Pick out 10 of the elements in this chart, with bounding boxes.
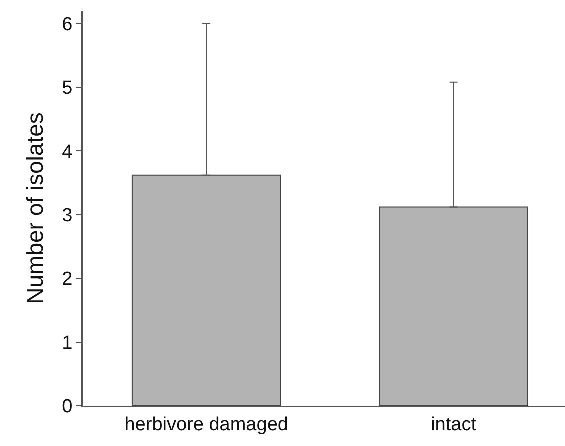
- y-tick-label: 6: [62, 14, 73, 36]
- y-tick-label: 0: [62, 396, 73, 418]
- y-axis-title: Number of isolates: [22, 112, 48, 304]
- x-tick-label: intact: [431, 414, 478, 436]
- x-tick-label: herbivore damaged: [124, 414, 288, 436]
- y-tick-label: 3: [62, 206, 73, 227]
- y-tick-label: 2: [62, 269, 73, 290]
- y-tick-label: 1: [62, 332, 73, 354]
- y-tick-label: 4: [62, 142, 74, 163]
- y-tick-label: 5: [62, 78, 73, 100]
